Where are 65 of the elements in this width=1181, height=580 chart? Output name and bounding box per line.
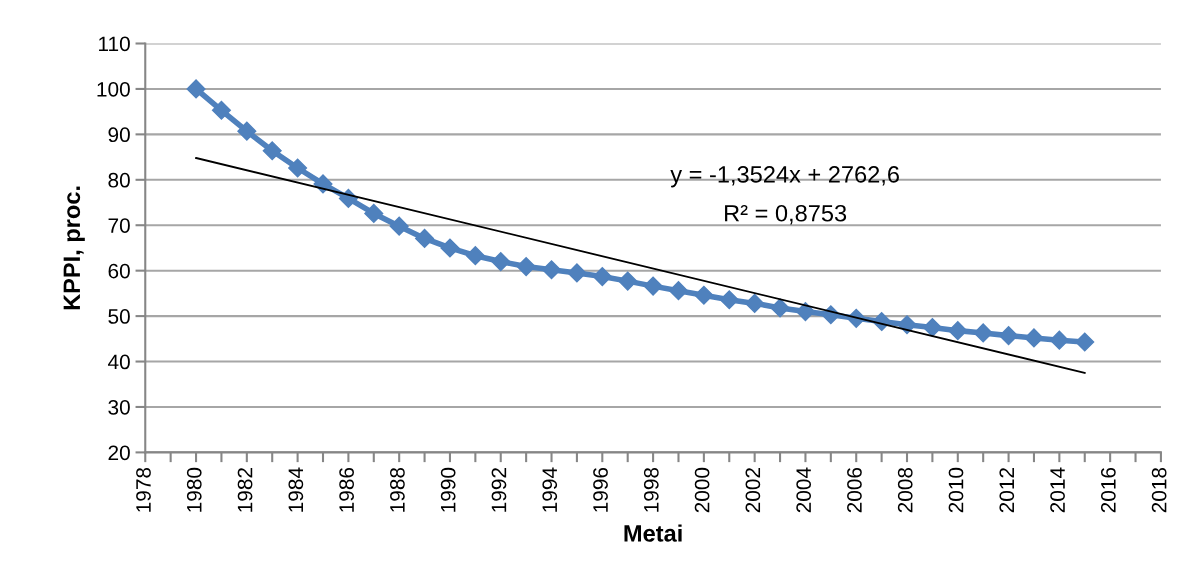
- point: [1049, 330, 1069, 350]
- x-tick-label: 1998: [643, 467, 659, 512]
- point: [465, 246, 485, 266]
- point: [516, 257, 536, 277]
- point: [491, 252, 511, 272]
- point: [211, 100, 231, 120]
- annotation: R² = 0,8753: [725, 204, 847, 225]
- point: [999, 326, 1019, 346]
- point: [922, 317, 942, 337]
- point: [186, 79, 206, 99]
- point: [415, 228, 435, 248]
- x-tick-label: 2014: [1050, 467, 1065, 513]
- point: [1024, 328, 1044, 348]
- y-tick-label: 110: [99, 36, 130, 52]
- y-tick-label: 60: [108, 263, 130, 279]
- point: [973, 323, 993, 343]
- point: [897, 315, 917, 335]
- x-tick-label: 2012: [999, 468, 1015, 513]
- point: [618, 271, 638, 291]
- point: [592, 267, 612, 287]
- annotation: y = -1,3524x + 2762,6: [670, 166, 899, 188]
- x-tick-label: 1992: [491, 468, 507, 512]
- point: [948, 321, 968, 341]
- point: [719, 290, 739, 310]
- point: [694, 285, 714, 305]
- x-tick-label: 2004: [796, 467, 812, 513]
- y-tick-label: 70: [108, 218, 130, 233]
- point: [541, 260, 562, 280]
- y-tick-label: 100: [97, 81, 130, 97]
- point: [567, 263, 587, 283]
- y-tick-label: 20: [108, 445, 130, 461]
- x-tick-label: 2016: [1100, 467, 1116, 513]
- x-tick-label: 1986: [339, 467, 354, 512]
- x-tick-label: 2018: [1151, 467, 1167, 513]
- point: [262, 141, 282, 161]
- x-tick-label: 2008: [897, 467, 913, 513]
- point: [770, 298, 790, 318]
- y-axis-title: KPPI, proc.: [63, 186, 85, 310]
- point: [389, 216, 409, 236]
- point: [1075, 332, 1095, 352]
- x-tick-label: 1984: [288, 467, 304, 512]
- point: [440, 238, 460, 258]
- x-tick-label: 1996: [593, 467, 608, 512]
- point: [643, 276, 663, 296]
- x-tick-label: 2010: [948, 467, 964, 513]
- x-tick-label: 2002: [745, 468, 761, 513]
- x-axis-title: Metai: [624, 524, 682, 542]
- x-tick-label: 1988: [390, 467, 405, 512]
- y-tick-label: 90: [108, 127, 130, 143]
- y-tick-label: 40: [107, 354, 130, 370]
- x-tick-label: 1978: [136, 467, 151, 512]
- x-tick-label: 1990: [440, 467, 456, 512]
- x-tick-label: 2006: [847, 467, 862, 513]
- x-tick-label: 2000: [694, 467, 710, 513]
- x-tick-label: 1982: [237, 468, 253, 512]
- point: [668, 281, 689, 301]
- x-tick-label: 1994: [542, 467, 558, 512]
- x-tick-label: 1980: [186, 467, 202, 512]
- point: [237, 121, 257, 141]
- y-tick-label: 80: [108, 172, 130, 188]
- point: [364, 203, 384, 223]
- point: [745, 293, 765, 313]
- point: [288, 158, 308, 178]
- y-tick-label: 50: [108, 309, 130, 324]
- y-tick-label: 30: [108, 399, 130, 415]
